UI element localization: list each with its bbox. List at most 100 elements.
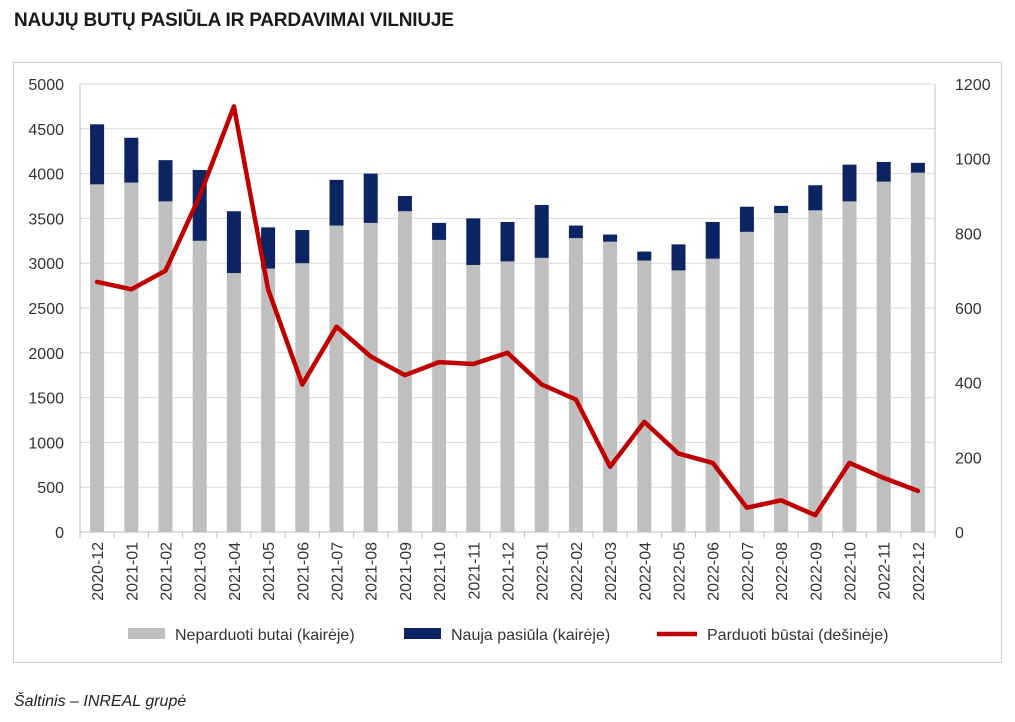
bar-unsold [124,182,139,532]
bar-new-supply [397,196,412,212]
bar-new-supply [329,179,344,226]
bar-unsold [466,264,481,532]
x-tick-label: 2021-10 [432,542,449,601]
legend-label: Nauja pasiūla (kairėje) [451,627,610,644]
x-tick-label: 2022-08 [774,542,791,601]
bar-new-supply [739,206,754,232]
bar-new-supply [705,221,720,259]
legend-label: Parduoti būstai (dešinėje) [707,627,888,644]
x-tick-label: 2022-12 [911,542,928,601]
bar-new-supply [774,205,789,214]
y-left-tick-label: 500 [37,480,64,497]
bar-new-supply [466,218,481,265]
x-tick-label: 2022-06 [706,542,723,601]
bar-unsold [432,239,447,533]
x-tick-label: 2021-05 [261,542,278,601]
bar-new-supply [124,137,139,183]
bar-new-supply [261,227,276,269]
bar-unsold [295,263,310,532]
bar-unsold [534,257,549,532]
bar-new-supply [90,124,105,185]
bar-new-supply [226,211,241,274]
bar-unsold [329,225,344,532]
x-tick-label: 2022-07 [740,542,757,601]
x-tick-label: 2021-08 [364,542,381,601]
bar-unsold [739,231,754,532]
bar-unsold [397,211,412,532]
bar-unsold [671,270,686,532]
bar-unsold [603,241,618,533]
x-tick-label: 2021-06 [295,542,312,601]
source-note: Šaltinis – INREAL grupė [14,693,187,710]
y-right-tick-label: 400 [955,376,982,393]
axes: 0500100015002000250030003500400045005000… [28,77,990,601]
sold-line [94,104,921,518]
y-left-tick-label: 3500 [28,211,64,228]
bar-unsold [637,260,652,532]
x-tick-label: 2022-02 [569,542,586,601]
x-tick-label: 2022-03 [603,542,620,601]
y-left-tick-label: 1500 [28,391,64,408]
bar-unsold [705,258,720,532]
x-tick-label: 2022-09 [808,542,825,601]
bar-unsold [910,172,925,533]
bars [90,124,925,533]
y-right-tick-label: 0 [955,525,964,542]
bar-new-supply [295,230,310,264]
x-tick-label: 2021-04 [227,542,244,601]
legend-swatch [404,628,441,639]
y-right-tick-label: 200 [955,450,982,467]
x-tick-label: 2021-07 [330,542,347,601]
bar-new-supply [500,221,515,262]
x-tick-label: 2021-03 [193,542,210,601]
bar-new-supply [637,251,652,261]
x-tick-label: 2022-05 [672,542,689,601]
x-tick-label: 2021-11 [466,542,483,600]
legend-swatch [128,628,165,639]
bar-new-supply [876,161,891,182]
bar-unsold [90,184,105,533]
bar-new-supply [363,173,378,223]
x-tick-label: 2022-10 [843,542,860,601]
bar-new-supply [808,185,823,211]
y-right-tick-label: 800 [955,226,982,243]
y-left-tick-label: 4000 [28,167,64,184]
bar-unsold [226,273,241,532]
bar-unsold [808,210,823,532]
bar-new-supply [158,160,173,202]
y-left-tick-label: 4500 [28,122,64,139]
x-tick-label: 2022-11 [877,542,894,600]
x-tick-label: 2021-02 [159,542,176,601]
bar-new-supply [568,225,583,239]
bar-unsold [876,181,891,532]
bar-unsold [500,261,515,532]
chart-frame [13,62,1002,663]
y-left-tick-label: 3000 [28,256,64,273]
chart: 0500100015002000250030003500400045005000… [28,77,990,644]
bar-unsold [158,201,173,532]
legend-label: Neparduoti butai (kairėje) [175,627,355,644]
chart-title: NAUJŲ BUTŲ PASIŪLA IR PARDAVIMAI VILNIUJ… [14,10,454,31]
y-left-tick-label: 5000 [28,77,64,94]
x-tick-label: 2021-09 [398,542,415,601]
bar-unsold [842,201,857,532]
bar-unsold [774,213,789,533]
x-tick-label: 2021-12 [501,542,518,601]
y-left-tick-label: 0 [55,525,64,542]
x-tick-label: 2021-01 [124,542,141,601]
bar-unsold [192,240,207,533]
bar-new-supply [910,162,925,173]
bar-new-supply [671,244,686,271]
x-tick-label: 2022-04 [637,542,654,601]
y-right-tick-label: 600 [955,301,982,318]
x-tick-label: 2020-12 [90,542,107,601]
y-right-tick-label: 1000 [955,152,991,169]
bar-unsold [261,268,276,532]
y-left-tick-label: 2000 [28,346,64,363]
y-right-tick-label: 1200 [955,77,991,94]
bar-new-supply [432,222,447,240]
bar-new-supply [534,204,549,258]
legend: Neparduoti butai (kairėje) Nauja pasiūla … [128,627,888,644]
x-tick-label: 2022-01 [535,542,552,601]
bar-new-supply [603,234,618,242]
